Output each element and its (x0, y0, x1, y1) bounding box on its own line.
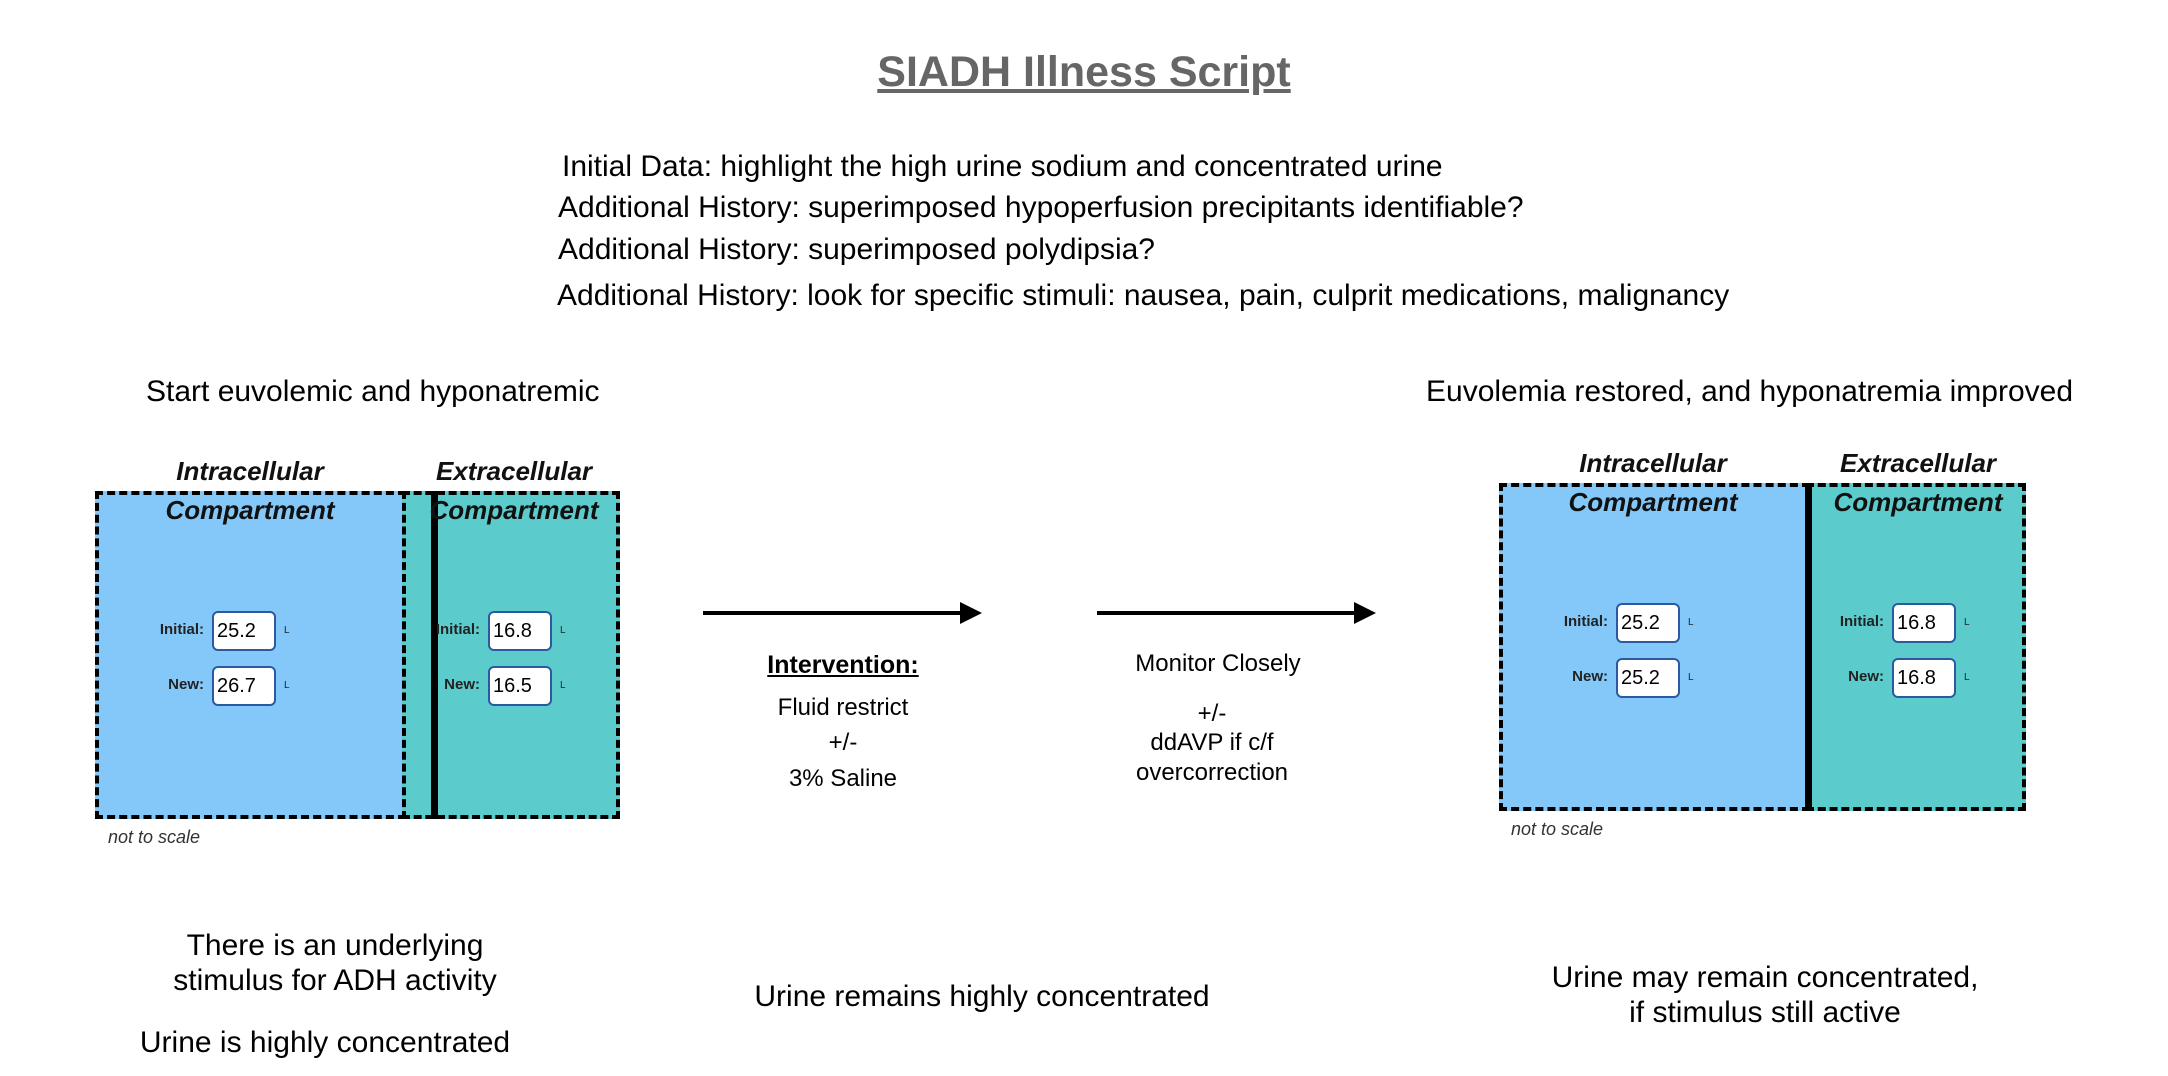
monitor-line-3: ddAVP if c/f (1150, 729, 1274, 756)
left-caption-2: stimulus for ADH activity (173, 964, 497, 997)
left-ec-initial-value: 16.8 (488, 611, 552, 651)
right-ic-label-2: Compartment (1568, 487, 1738, 517)
history-line-3: Additional History: superimposed polydip… (558, 233, 1155, 266)
right-ic-new-label: New: (1572, 668, 1608, 685)
right-ic-new-value: 25.2 (1616, 658, 1680, 698)
intervention-line-1: Fluid restrict (777, 694, 909, 721)
left-ec-label-2: Compartment (429, 495, 599, 525)
right-ec-initial-value: 16.8 (1892, 603, 1956, 643)
right-not-to-scale: not to scale (1511, 819, 1604, 839)
right-heading: Euvolemia restored, and hyponatremia imp… (1426, 375, 2074, 408)
monitor-line-4: overcorrection (1135, 759, 1289, 786)
intervention-line-3: 3% Saline (788, 765, 898, 792)
left-ec-new-unit: L (560, 680, 566, 691)
right-ic-label-1: Intracellular (1579, 448, 1727, 478)
left-caption-1: There is an underlying (186, 929, 484, 962)
right-ec-initial-label: Initial: (1839, 613, 1884, 630)
left-ec-label-1: Extracellular (435, 456, 593, 486)
monitor-line-2: +/- (1197, 700, 1227, 727)
right-ic-initial-label: Initial: (1563, 613, 1608, 630)
left-ic-initial-label: Initial: (159, 621, 204, 638)
right-ec-new-value: 16.8 (1892, 658, 1956, 698)
right-ec-new-unit: L (1964, 672, 1970, 683)
left-ic-initial-unit: L (284, 625, 290, 636)
left-ec-initial-unit: L (560, 625, 566, 636)
left-ic-new-value: 26.7 (212, 666, 276, 706)
arrow-2-head (1354, 602, 1376, 624)
right-ec-label-2: Compartment (1833, 487, 2003, 517)
history-line-1: Initial Data: highlight the high urine s… (562, 150, 1443, 183)
right-ic-new-unit: L (1688, 672, 1694, 683)
right-caption-1: Urine may remain concentrated, (1551, 961, 1979, 994)
right-intracellular-compartment (1499, 483, 1810, 811)
middle-caption: Urine remains highly concentrated (754, 980, 1210, 1013)
left-ic-new-label: New: (168, 676, 204, 693)
left-extracellular-compartment (402, 491, 620, 819)
left-ic-initial-value: 25.2 (212, 611, 276, 651)
left-not-to-scale: not to scale (108, 827, 201, 847)
arrow-1-line (703, 611, 963, 615)
right-extracellular-compartment (1806, 483, 2026, 811)
right-ic-initial-value: 25.2 (1616, 603, 1680, 643)
monitor-line-1: Monitor Closely (1135, 650, 1301, 677)
left-ec-new-label: New: (444, 676, 480, 693)
arrow-1-head (960, 602, 982, 624)
page-title: SIADH Illness Script (877, 48, 1291, 96)
left-ec-initial-label: Initial: (435, 621, 480, 638)
left-ic-label-1: Intracellular (176, 456, 324, 486)
history-line-4: Additional History: look for specific st… (557, 279, 1730, 312)
arrow-2-line (1097, 611, 1357, 615)
left-ic-new-unit: L (284, 680, 290, 691)
intervention-title: Intervention: (767, 651, 919, 679)
left-membrane-divider (431, 491, 438, 819)
right-ic-initial-unit: L (1688, 617, 1694, 628)
left-ic-label-2: Compartment (165, 495, 335, 525)
left-heading: Start euvolemic and hyponatremic (146, 375, 600, 408)
right-ec-label-1: Extracellular (1839, 448, 1997, 478)
right-ec-new-label: New: (1848, 668, 1884, 685)
right-membrane-divider (1805, 483, 1812, 811)
left-ec-new-value: 16.5 (488, 666, 552, 706)
right-ec-initial-unit: L (1964, 617, 1970, 628)
history-line-2: Additional History: superimposed hypoper… (558, 191, 1524, 224)
intervention-line-2: +/- (828, 729, 858, 756)
right-caption-2: if stimulus still active (1629, 996, 1901, 1029)
left-caption-3: Urine is highly concentrated (139, 1026, 511, 1059)
left-intracellular-compartment (95, 491, 406, 819)
